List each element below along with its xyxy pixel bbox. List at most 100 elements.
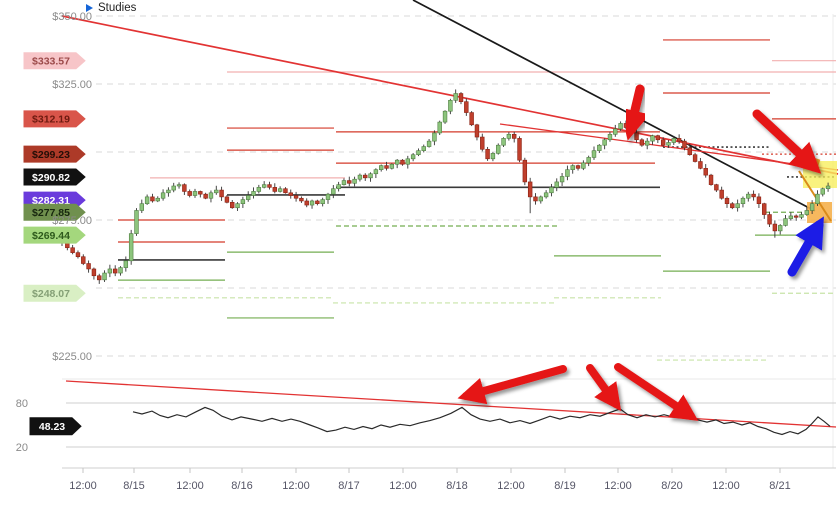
red-arrow[interactable] [619, 84, 650, 141]
candle [75, 252, 81, 258]
svg-text:$333.57: $333.57 [32, 55, 70, 67]
candle [820, 188, 825, 195]
studies-expand-icon [86, 3, 93, 12]
candle [682, 140, 687, 149]
candle [214, 189, 219, 194]
price-tag: $269.44 [23, 226, 86, 244]
candle [501, 138, 506, 146]
candles-layer [59, 89, 831, 284]
x-axis-tick-label: 12:00 [712, 480, 740, 492]
candle [442, 110, 448, 123]
candle [506, 134, 512, 139]
price-tag: $248.07 [23, 284, 86, 302]
candle [128, 233, 134, 262]
x-axis-tick-label: 8/19 [554, 480, 575, 492]
x-axis-tick-label: 12:00 [176, 480, 204, 492]
x-axis-tick-label: 8/15 [123, 480, 144, 492]
price-tag: $312.19 [23, 110, 86, 128]
svg-text:$312.19: $312.19 [32, 114, 70, 126]
candle [123, 260, 129, 268]
candle [261, 184, 267, 188]
candle [70, 247, 75, 253]
candle [762, 203, 767, 215]
red-arrow[interactable] [752, 109, 822, 174]
candle [607, 134, 613, 141]
trendlines-layer[interactable] [61, 0, 839, 428]
x-axis-tick-label: 12:00 [282, 480, 310, 492]
candle [134, 210, 139, 234]
candle [208, 192, 214, 199]
candle [230, 202, 235, 209]
candle [788, 215, 794, 219]
candle [256, 187, 262, 192]
candle [150, 196, 155, 202]
candle [432, 132, 437, 142]
indicator-tick-label: 80 [16, 398, 28, 410]
svg-text:48.23: 48.23 [39, 421, 65, 433]
candle [591, 150, 597, 158]
candle [666, 142, 671, 146]
x-axis-tick-label: 12:00 [497, 480, 525, 492]
candle [224, 196, 230, 203]
candle [735, 203, 740, 209]
candle [139, 203, 144, 211]
candle [426, 140, 432, 147]
candle [692, 154, 698, 162]
candle [777, 225, 783, 232]
candle [107, 268, 113, 274]
candle [86, 263, 91, 270]
candle [97, 275, 102, 281]
studies-label: Studies [98, 1, 137, 14]
x-axis-tick-label: 12:00 [604, 480, 632, 492]
candle [480, 136, 485, 150]
candle [522, 159, 528, 183]
candle [575, 165, 581, 169]
candle [357, 174, 363, 180]
studies-menu[interactable]: Studies [86, 0, 136, 15]
candle [644, 140, 650, 146]
candle [144, 196, 150, 204]
candle [416, 150, 421, 156]
candle [219, 189, 224, 198]
candle [708, 174, 714, 185]
candle [267, 184, 272, 188]
candle [453, 93, 458, 101]
red-arrow[interactable] [614, 363, 699, 421]
arrow-annotations-layer[interactable] [240, 84, 824, 421]
candle [511, 134, 517, 139]
candle [799, 214, 804, 218]
candle [613, 128, 618, 135]
candle [352, 178, 357, 184]
candle [304, 200, 309, 206]
candle [559, 176, 565, 183]
candle [437, 121, 442, 134]
candle [825, 185, 831, 190]
price-tag: $333.57 [23, 52, 86, 70]
candle [192, 191, 198, 196]
price-tag: $290.82 [23, 168, 86, 186]
red-arrow[interactable] [586, 364, 622, 412]
candle [160, 192, 166, 199]
candle [469, 112, 474, 126]
candle [538, 196, 544, 202]
candle [655, 135, 661, 141]
candle [650, 135, 655, 142]
candle [299, 197, 304, 202]
x-axis-tick-label: 12:00 [69, 480, 97, 492]
candle [448, 100, 453, 112]
candle [320, 199, 325, 204]
candle [714, 184, 719, 191]
blue-arrow[interactable] [787, 216, 824, 277]
svg-text:$299.23: $299.23 [32, 149, 70, 161]
candle [277, 188, 283, 192]
candle [368, 173, 373, 179]
candle [687, 147, 692, 156]
oscillator-line [132, 406, 831, 436]
y-axis-tick-label: $225.00 [52, 351, 92, 363]
red-arrow[interactable] [457, 365, 567, 405]
candle [315, 200, 320, 204]
candle [703, 168, 708, 176]
